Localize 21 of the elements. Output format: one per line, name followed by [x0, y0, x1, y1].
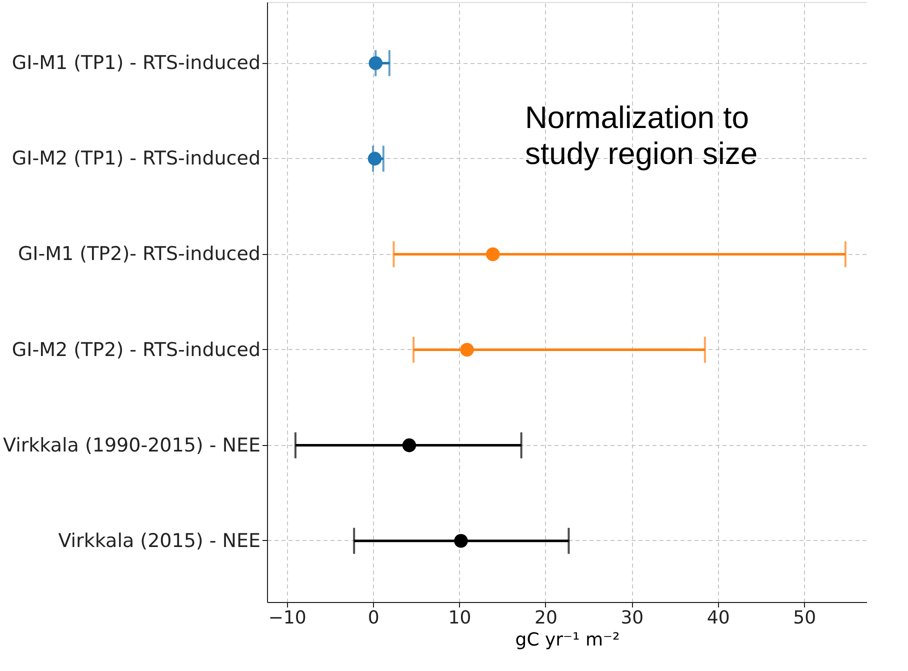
x-axis-title: gC yr⁻¹ m⁻²: [515, 630, 620, 650]
y-tick-label: GI-M2 (TP2) - RTS-induced: [12, 338, 260, 361]
point: [402, 438, 416, 452]
x-tick-label: −10: [268, 608, 306, 628]
y-tick-label: Virkkala (1990-2015) - NEE: [3, 434, 260, 456]
x-tick-label: 30: [620, 608, 644, 628]
point: [454, 534, 468, 548]
y-tick-label: GI-M1 (TP1) - RTS-induced: [12, 52, 260, 74]
y-tick-label: GI-M1 (TP2)- RTS-induced: [18, 243, 260, 266]
x-tick-label: 40: [706, 608, 730, 628]
y-tick-label: GI-M2 (TP1) - RTS-induced: [12, 148, 260, 170]
x-tick-label: 50: [793, 608, 816, 628]
point: [460, 342, 474, 357]
point: [368, 152, 382, 166]
point: [368, 56, 383, 70]
annotation: Normalization to study region size: [525, 100, 758, 171]
point: [486, 247, 500, 262]
y-tick-label: Virkkala (2015) - NEE: [58, 530, 260, 552]
x-tick-label: 10: [448, 608, 472, 628]
x-tick-label: 0: [368, 608, 380, 628]
x-tick-label: 20: [534, 608, 558, 628]
